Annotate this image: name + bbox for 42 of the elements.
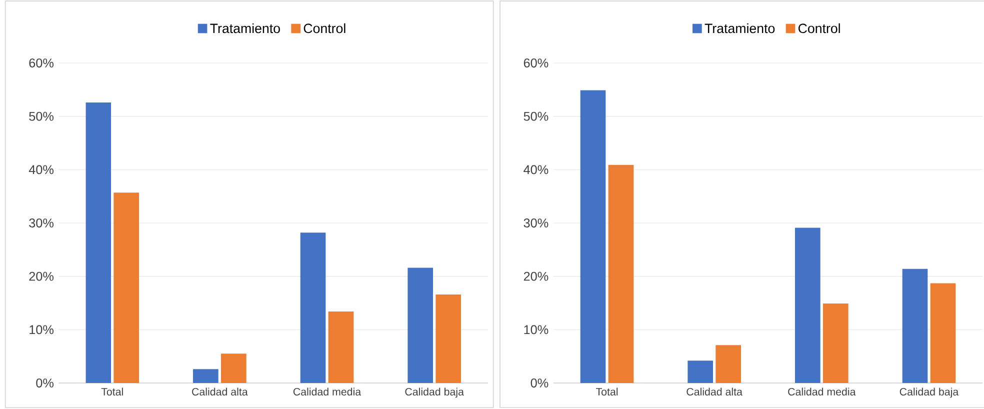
x-tick-label: Total — [101, 388, 123, 396]
bar — [902, 268, 928, 383]
bar — [716, 345, 742, 383]
bar — [114, 192, 140, 383]
x-tick-label: Calidad alta — [686, 388, 742, 396]
y-tick-label: 50% — [524, 112, 548, 121]
y-tick-label: 50% — [29, 112, 54, 121]
x-tick-label: Calidad baja — [900, 388, 959, 398]
bar — [436, 294, 462, 383]
y-tick-label: 60% — [29, 58, 54, 68]
x-tick-label: Calidad media — [293, 388, 362, 396]
y-tick-label: 30% — [524, 218, 548, 228]
y-tick-label: 10% — [524, 325, 548, 334]
y-tick-label: 20% — [29, 272, 54, 281]
y-tick-label: 0% — [36, 378, 54, 388]
x-tick-label: Calidad alta — [192, 388, 248, 396]
legend-label: Tratamiento — [704, 23, 775, 34]
y-tick-label: 0% — [530, 378, 548, 388]
bar — [930, 283, 956, 383]
bar — [328, 312, 354, 383]
x-tick-label: Calidad media — [788, 388, 856, 396]
bar — [688, 360, 714, 383]
y-tick-label: 60% — [524, 58, 548, 68]
x-tick-label: Total — [596, 388, 618, 396]
legend-label: Control — [798, 23, 840, 34]
bar — [823, 304, 848, 383]
legend-label: Tratamiento — [210, 23, 280, 34]
y-tick-label: 40% — [28, 165, 54, 174]
bar — [193, 369, 218, 383]
bar — [221, 354, 246, 383]
bar — [580, 90, 606, 383]
y-tick-label: 10% — [30, 325, 54, 334]
y-tick-label: 20% — [524, 272, 548, 281]
bar — [795, 228, 820, 383]
bar — [86, 102, 112, 383]
bar — [408, 268, 434, 383]
legend-label: Control — [304, 23, 346, 34]
bar — [608, 164, 634, 383]
x-tick-label: Calidad baja — [405, 388, 464, 398]
bar — [300, 232, 326, 383]
y-tick-label: 40% — [524, 165, 548, 174]
y-tick-label: 30% — [29, 218, 54, 228]
